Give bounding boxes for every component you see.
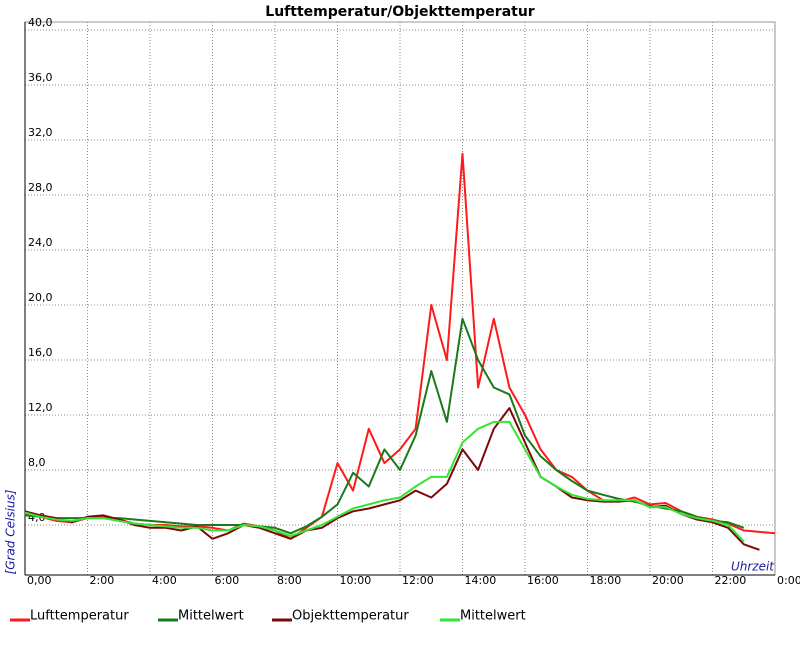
x-tick-label: 0,00 bbox=[27, 574, 52, 587]
chart-title: Lufttemperatur/Objekttemperatur bbox=[265, 4, 535, 20]
y-tick-label: 40,0 bbox=[28, 16, 53, 29]
y-tick-label: 36,0 bbox=[28, 71, 53, 84]
y-tick-label: 16,0 bbox=[28, 346, 53, 359]
x-tick-label: 10:00 bbox=[340, 574, 372, 587]
legend-label: Mittelwert bbox=[178, 609, 244, 624]
x-tick-label: 16:00 bbox=[527, 574, 559, 587]
x-tick-label: 8:00 bbox=[277, 574, 302, 587]
x-tick-label: 22:00 bbox=[715, 574, 747, 587]
y-tick-label: 8,0 bbox=[28, 456, 46, 469]
y-tick-label: 20,0 bbox=[28, 291, 53, 304]
y-axis-title: [Grad Celsius] bbox=[4, 489, 18, 574]
y-tick-label: 28,0 bbox=[28, 181, 53, 194]
series-line bbox=[24, 420, 745, 543]
x-tick-label: 12:00 bbox=[402, 574, 434, 587]
x-tick-label: 2:00 bbox=[90, 574, 115, 587]
legend-label: Mittelwert bbox=[460, 609, 526, 624]
y-tick-label: 12,0 bbox=[28, 401, 53, 414]
y-tick-label: 24,0 bbox=[28, 236, 53, 249]
x-tick-label: 4:00 bbox=[152, 574, 177, 587]
x-tick-label: 20:00 bbox=[652, 574, 684, 587]
y-tick-label: 32,0 bbox=[28, 126, 53, 139]
x-tick-label: 0:00 bbox=[777, 574, 800, 587]
x-tick-label: 6:00 bbox=[215, 574, 240, 587]
legend-label: Lufttemperatur bbox=[30, 609, 129, 624]
x-tick-label: 18:00 bbox=[590, 574, 622, 587]
x-axis-title: Uhrzeit bbox=[731, 560, 775, 574]
x-tick-label: 14:00 bbox=[465, 574, 497, 587]
legend-label: Objekttemperatur bbox=[292, 609, 409, 624]
